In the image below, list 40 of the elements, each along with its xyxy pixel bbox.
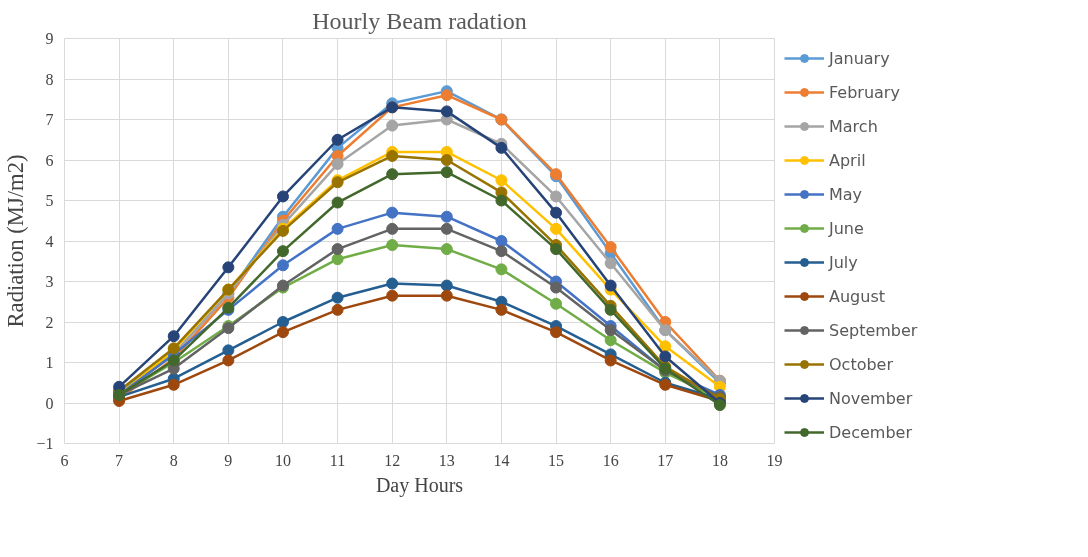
x-tick-label: 16 bbox=[602, 451, 619, 469]
x-axis-title: Day Hours bbox=[375, 473, 464, 497]
legend-label: December bbox=[829, 422, 912, 442]
chart-title: Hourly Beam radation bbox=[312, 7, 527, 34]
legend-label: March bbox=[829, 116, 878, 136]
legend-label: July bbox=[829, 252, 858, 272]
x-tick-label: 8 bbox=[169, 451, 178, 469]
y-tick-label: 1 bbox=[45, 354, 54, 371]
legend-label: November bbox=[829, 388, 913, 408]
y-tick-label: 2 bbox=[45, 313, 54, 331]
x-tick-label: 18 bbox=[711, 451, 728, 469]
legend-label: October bbox=[829, 354, 894, 374]
legend-label: February bbox=[829, 82, 900, 102]
legend-label: June bbox=[829, 218, 864, 238]
y-tick-label: 6 bbox=[45, 151, 54, 169]
x-tick-label: 15 bbox=[548, 451, 565, 469]
y-tick-label: 3 bbox=[45, 273, 54, 290]
x-tick-label: 9 bbox=[224, 451, 233, 469]
legend-label: August bbox=[829, 286, 885, 306]
legend-label: April bbox=[829, 150, 866, 170]
x-tick-label: 6 bbox=[60, 451, 69, 469]
legend-label: September bbox=[829, 320, 918, 340]
x-tick-label: 13 bbox=[438, 451, 455, 469]
y-tick-label: 4 bbox=[45, 232, 54, 250]
x-tick-label: 17 bbox=[657, 451, 674, 469]
x-tick-label: 11 bbox=[329, 451, 346, 469]
x-tick-label: 7 bbox=[115, 451, 124, 469]
y-tick-label: 5 bbox=[45, 192, 54, 209]
legend-label: May bbox=[829, 184, 863, 204]
x-tick-label: 19 bbox=[766, 451, 783, 469]
y-axis-title: Radiation (MJ/m2) bbox=[3, 154, 29, 328]
y-tick-label: 9 bbox=[45, 30, 54, 47]
y-tick-label: 7 bbox=[45, 111, 54, 128]
x-tick-label: 14 bbox=[493, 451, 510, 469]
y-tick-label: 0 bbox=[45, 394, 54, 412]
legend-label: January bbox=[829, 48, 890, 68]
y-tick-label: 8 bbox=[45, 70, 54, 88]
x-tick-label: 10 bbox=[274, 451, 291, 469]
y-tick-label: −1 bbox=[36, 435, 54, 452]
x-tick-label: 12 bbox=[384, 451, 401, 469]
